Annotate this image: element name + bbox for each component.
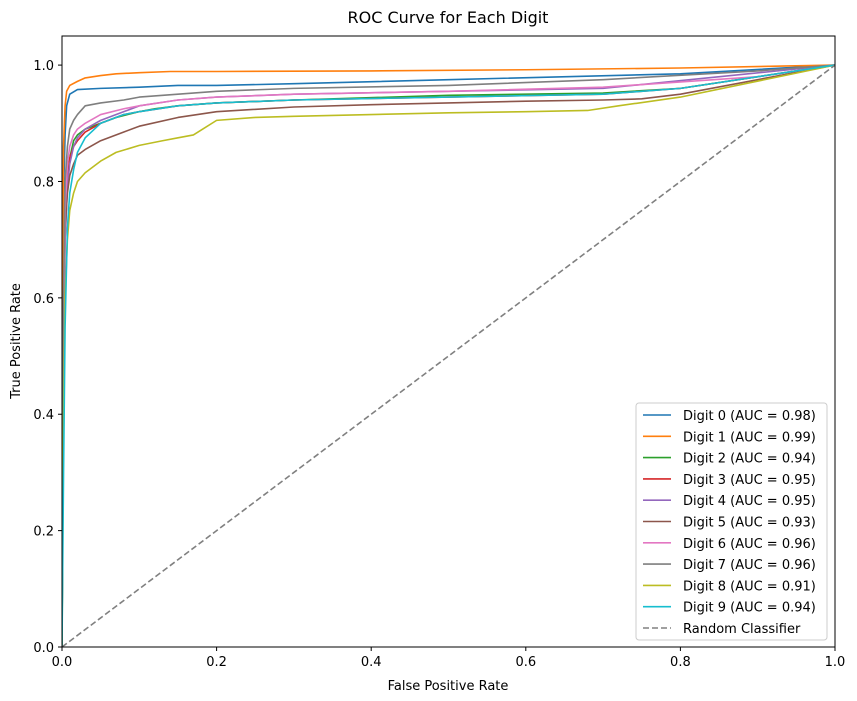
chart-title: ROC Curve for Each Digit	[348, 8, 549, 27]
legend-items: Digit 0 (AUC = 0.98) Digit 1 (AUC = 0.99)…	[643, 409, 816, 637]
legend-box	[635, 402, 828, 641]
legend-label-10: Random Classifier	[683, 622, 801, 637]
series-line-8	[62, 64, 835, 647]
x-tick-label: 1.0	[825, 655, 846, 670]
legend-label-4: Digit 4 (AUC = 0.95)	[683, 494, 816, 509]
legend-label-8: Digit 8 (AUC = 0.91)	[683, 579, 816, 594]
legend-label-6: Digit 6 (AUC = 0.96)	[683, 537, 816, 552]
x-tick-label: 0.2	[206, 655, 227, 670]
y-tick-label: 0.4	[33, 408, 54, 423]
legend-label-0: Digit 0 (AUC = 0.98)	[683, 409, 816, 424]
legend-label-7: Digit 7 (AUC = 0.96)	[683, 558, 816, 573]
x-tick-label: 0.4	[361, 655, 382, 670]
series-line-9	[62, 64, 835, 647]
legend-label-1: Digit 1 (AUC = 0.99)	[683, 430, 816, 445]
legend-label-3: Digit 3 (AUC = 0.95)	[683, 473, 816, 488]
x-axis-ticks: 0.0 0.2 0.4 0.6 0.8 1.0	[52, 647, 846, 670]
legend-label-5: Digit 5 (AUC = 0.93)	[683, 516, 816, 531]
x-tick-label: 0.8	[670, 655, 691, 670]
series-line-5	[62, 64, 835, 647]
x-axis-label: False Positive Rate	[388, 679, 509, 694]
series-line-6	[62, 64, 835, 647]
y-tick-label: 0.8	[33, 175, 54, 190]
y-tick-label: 0.0	[33, 641, 54, 656]
y-tick-label: 0.2	[33, 525, 54, 540]
y-tick-label: 1.0	[33, 59, 54, 74]
legend-label-2: Digit 2 (AUC = 0.94)	[683, 452, 816, 467]
legend-label-9: Digit 9 (AUC = 0.94)	[683, 601, 816, 616]
legend: Digit 0 (AUC = 0.98) Digit 1 (AUC = 0.99)…	[635, 402, 828, 641]
series-layer	[62, 64, 835, 647]
plot-frame	[61, 35, 836, 648]
y-axis-label: True Positive Rate	[9, 283, 24, 400]
series-line-7	[62, 64, 835, 647]
y-tick-label: 0.6	[33, 292, 54, 307]
series-line-10	[62, 64, 835, 647]
x-tick-label: 0.6	[515, 655, 536, 670]
x-tick-label: 0.0	[52, 655, 73, 670]
y-axis-ticks: 0.0 0.2 0.4 0.6 0.8 1.0	[33, 59, 62, 656]
series-line-1	[62, 64, 835, 647]
